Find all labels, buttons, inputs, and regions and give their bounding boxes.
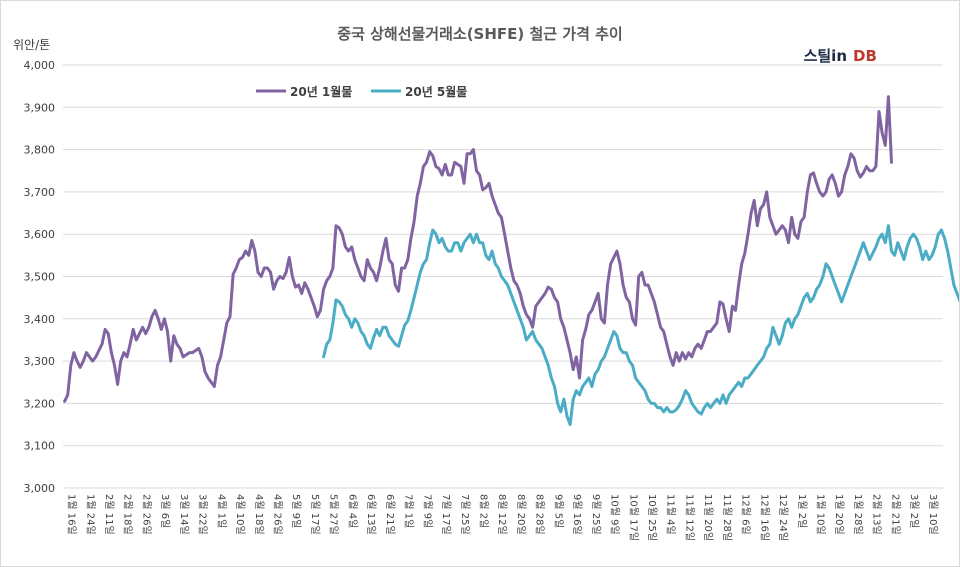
- x-tick-label: 7월 1일: [403, 494, 415, 528]
- x-tick-label: 2월 11일: [103, 494, 115, 535]
- x-tick-label: 7월 25일: [459, 494, 471, 535]
- legend-label: 20년 5월물: [405, 84, 467, 99]
- x-tick-label: 8월 2일: [477, 494, 489, 528]
- x-tick-label: 6월 4일: [346, 494, 358, 528]
- legend-item: 20년 1월물: [256, 84, 352, 99]
- x-tick-label: 5월 17일: [309, 494, 321, 535]
- y-tick-label: 3,600: [24, 228, 56, 241]
- legend-item: 20년 5월물: [371, 84, 467, 99]
- y-axis-unit-label: 위안/톤: [13, 38, 50, 52]
- legend: 20년 1월물 20년 5월물: [256, 84, 467, 99]
- x-tick-label: 12월 6일: [740, 494, 752, 535]
- y-axis-ticks: 3,000 3,100 3,200 3,300 3,400 3,500 3,600 3,700…: [24, 59, 56, 495]
- x-tick-label: 11월 28일: [721, 494, 733, 541]
- x-tick-label: 5월 27일: [328, 494, 340, 535]
- x-tick-label: 1월 2일: [796, 494, 808, 528]
- x-tick-label: 1월 28일: [852, 494, 864, 535]
- x-tick-label: 12월 16일: [758, 494, 770, 541]
- x-tick-label: 10월 17일: [627, 494, 639, 541]
- x-tick-label: 9월 5일: [552, 494, 564, 528]
- x-tick-label: 7월 17일: [440, 494, 452, 535]
- x-tick-label: 10월 25일: [646, 494, 658, 541]
- x-tick-label: 1월 10일: [814, 494, 826, 535]
- x-tick-label: 4월 18일: [253, 494, 265, 535]
- x-tick-label: 8월 12일: [496, 494, 508, 535]
- brand-logo: 스틸in DB: [804, 47, 877, 65]
- x-tick-label: 10월 9일: [609, 494, 621, 535]
- x-tick-label: 3월 10일: [927, 494, 939, 535]
- x-tick-label: 4월 26일: [272, 494, 284, 535]
- x-tick-label: 1월 16일: [66, 494, 78, 535]
- brand-suffix: DB: [853, 47, 877, 65]
- x-tick-label: 9월 25일: [590, 494, 602, 535]
- x-axis-ticks: 1월 16일 1월 24일 2월 11일 2월 18일 2월 26일 3월 6일 3월 14…: [66, 494, 939, 541]
- x-tick-label: 12월 24일: [777, 494, 789, 541]
- x-tick-label: 6월 21일: [384, 494, 396, 535]
- series-line: [63, 95, 893, 403]
- legend-label: 20년 1월물: [290, 84, 352, 99]
- x-tick-label: 4월 10일: [234, 494, 246, 535]
- brand-prefix: 스틸in: [804, 47, 847, 65]
- y-tick-label: 3,900: [24, 101, 56, 114]
- y-tick-label: 3,000: [24, 482, 56, 495]
- x-tick-label: 1월 24일: [84, 494, 96, 535]
- x-tick-label: 3월 2일: [908, 494, 920, 528]
- y-tick-label: 3,800: [24, 144, 56, 157]
- y-tick-label: 3,400: [24, 313, 56, 326]
- x-tick-label: 6월 13일: [365, 494, 377, 535]
- x-tick-label: 11월 4일: [665, 494, 677, 535]
- y-tick-label: 4,000: [24, 59, 56, 72]
- x-tick-label: 2월 18일: [122, 494, 134, 535]
- x-tick-label: 1월 20일: [833, 494, 845, 535]
- series-lines: [63, 95, 959, 427]
- chart-title: 중국 상해선물거래소(SHFE) 철근 가격 추이: [337, 25, 622, 43]
- x-tick-label: 3월 6일: [159, 494, 171, 528]
- x-tick-label: 3월 14일: [178, 494, 190, 535]
- x-tick-label: 11월 12일: [683, 494, 695, 541]
- y-tick-label: 3,300: [24, 355, 56, 368]
- y-tick-label: 3,500: [24, 271, 56, 284]
- x-tick-label: 8월 20일: [515, 494, 527, 535]
- x-tick-label: 2월 21일: [889, 494, 901, 535]
- y-tick-label: 3,200: [24, 397, 56, 410]
- x-tick-label: 11월 20일: [702, 494, 714, 541]
- x-tick-label: 2월 13일: [871, 494, 883, 535]
- x-tick-label: 3월 22일: [197, 494, 209, 535]
- series-line: [322, 224, 959, 427]
- x-tick-label: 2월 26일: [140, 494, 152, 535]
- y-tick-label: 3,700: [24, 186, 56, 199]
- x-tick-label: 9월 16일: [571, 494, 583, 535]
- x-tick-label: 4월 1일: [215, 494, 227, 528]
- y-tick-label: 3,100: [24, 440, 56, 453]
- x-tick-label: 5월 9일: [290, 494, 302, 528]
- x-tick-label: 7월 9일: [421, 494, 433, 528]
- x-tick-label: 8월 28일: [534, 494, 546, 535]
